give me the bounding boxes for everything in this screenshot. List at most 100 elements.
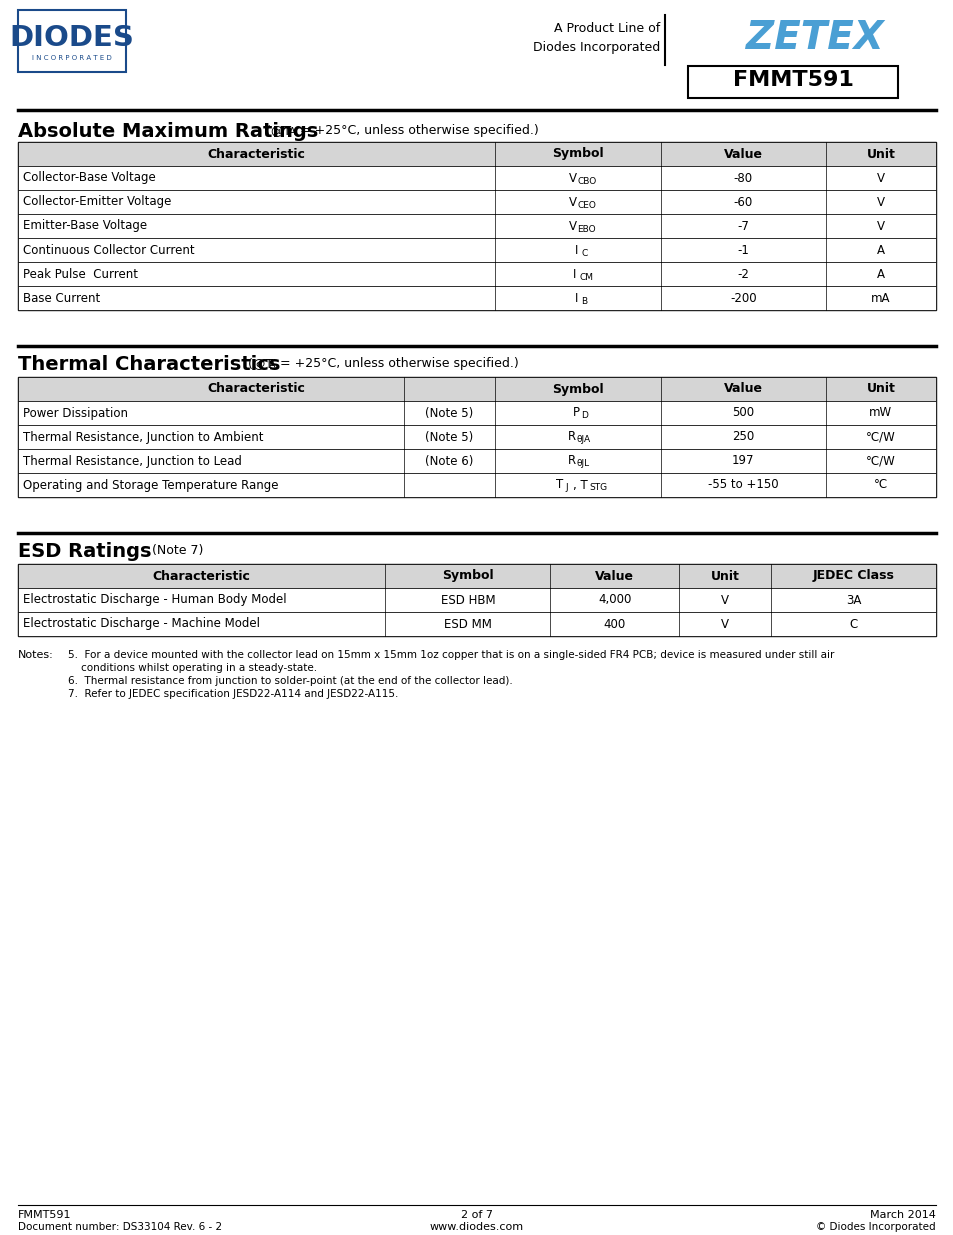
Bar [18, 564, 935, 636]
Text: = +25°C, unless otherwise specified.): = +25°C, unless otherwise specified.) [275, 357, 518, 370]
Text: Value: Value [595, 569, 634, 583]
Text: Characteristic: Characteristic [152, 569, 251, 583]
Text: 5.  For a device mounted with the collector lead on 15mm x 15mm 1oz copper that : 5. For a device mounted with the collect… [68, 650, 834, 659]
Text: Operating and Storage Temperature Range: Operating and Storage Temperature Range [23, 478, 278, 492]
Text: www.diodes.com: www.diodes.com [430, 1221, 523, 1233]
Text: V: V [568, 220, 576, 232]
Text: 250: 250 [731, 431, 754, 443]
Text: (Note 6): (Note 6) [425, 454, 473, 468]
Text: C: C [848, 618, 857, 631]
Bar [687, 65, 897, 98]
Text: (Note 7): (Note 7) [148, 543, 203, 557]
Text: Collector-Emitter Voltage: Collector-Emitter Voltage [23, 195, 172, 209]
Text: 7.  Refer to JEDEC specification JESD22-A114 and JESD22-A115.: 7. Refer to JEDEC specification JESD22-A… [68, 689, 398, 699]
Text: 2 of 7: 2 of 7 [460, 1210, 493, 1220]
Text: = +25°C, unless otherwise specified.): = +25°C, unless otherwise specified.) [295, 124, 538, 137]
Text: Value: Value [723, 147, 761, 161]
Text: conditions whilst operating in a steady-state.: conditions whilst operating in a steady-… [68, 663, 316, 673]
Text: STG: STG [588, 483, 606, 493]
Bar [18, 10, 126, 72]
Text: Thermal Resistance, Junction to Ambient: Thermal Resistance, Junction to Ambient [23, 431, 263, 443]
Text: , T: , T [573, 478, 587, 492]
Bar [18, 142, 935, 165]
Text: -2: -2 [737, 268, 748, 280]
Text: Symbol: Symbol [552, 147, 603, 161]
Text: °C/W: °C/W [865, 431, 895, 443]
Text: R: R [567, 431, 576, 443]
Text: T: T [556, 478, 563, 492]
Text: °C: °C [873, 478, 887, 492]
Text: V: V [568, 195, 576, 209]
Text: JEDEC Class: JEDEC Class [812, 569, 893, 583]
Text: CBO: CBO [577, 177, 597, 185]
Text: C: C [580, 248, 587, 258]
Text: V: V [720, 594, 728, 606]
Bar [18, 425, 935, 450]
Text: (@T: (@T [244, 357, 273, 370]
Text: Unit: Unit [865, 383, 895, 395]
Bar [18, 377, 935, 401]
Text: Notes:: Notes: [18, 650, 53, 659]
Text: ESD HBM: ESD HBM [440, 594, 495, 606]
Text: © Diodes Incorporated: © Diodes Incorporated [816, 1221, 935, 1233]
Text: V: V [876, 195, 884, 209]
Text: Electrostatic Discharge - Human Body Model: Electrostatic Discharge - Human Body Mod… [23, 594, 286, 606]
Text: I N C O R P O R A T E D: I N C O R P O R A T E D [32, 56, 112, 61]
Text: Electrostatic Discharge - Machine Model: Electrostatic Discharge - Machine Model [23, 618, 260, 631]
Text: ESD MM: ESD MM [443, 618, 491, 631]
Text: FMMT591: FMMT591 [732, 70, 853, 90]
Text: ESD Ratings: ESD Ratings [18, 542, 152, 561]
Text: mA: mA [870, 291, 890, 305]
Text: θJL: θJL [577, 459, 590, 468]
Bar [18, 450, 935, 473]
Text: CEO: CEO [577, 200, 596, 210]
Bar [18, 473, 935, 496]
Text: V: V [876, 172, 884, 184]
Text: -80: -80 [733, 172, 752, 184]
Bar [18, 564, 935, 588]
Text: EBO: EBO [577, 225, 596, 233]
Text: D: D [580, 411, 587, 420]
Text: ZETEX: ZETEX [745, 19, 882, 57]
Text: Document number: DS33104 Rev. 6 - 2: Document number: DS33104 Rev. 6 - 2 [18, 1221, 222, 1233]
Text: θJA: θJA [577, 436, 591, 445]
Bar [18, 588, 935, 613]
Text: mW: mW [868, 406, 892, 420]
Bar [18, 377, 935, 496]
Text: -60: -60 [733, 195, 752, 209]
Text: DIODES: DIODES [10, 23, 134, 52]
Text: CM: CM [578, 273, 593, 282]
Text: Thermal Characteristics: Thermal Characteristics [18, 354, 280, 374]
Text: Diodes Incorporated: Diodes Incorporated [532, 42, 659, 54]
Text: Unit: Unit [710, 569, 739, 583]
Text: V: V [876, 220, 884, 232]
Bar [18, 190, 935, 214]
Bar [18, 238, 935, 262]
Bar [18, 401, 935, 425]
Text: 500: 500 [731, 406, 754, 420]
Text: Collector-Base Voltage: Collector-Base Voltage [23, 172, 155, 184]
Text: Symbol: Symbol [552, 383, 603, 395]
Text: 400: 400 [603, 618, 625, 631]
Text: V: V [720, 618, 728, 631]
Text: A: A [289, 127, 295, 137]
Text: R: R [567, 454, 576, 468]
Text: Absolute Maximum Ratings: Absolute Maximum Ratings [18, 122, 318, 141]
Text: °C/W: °C/W [865, 454, 895, 468]
Text: Power Dissipation: Power Dissipation [23, 406, 128, 420]
Bar [18, 214, 935, 238]
Text: I: I [572, 268, 576, 280]
Text: -7: -7 [737, 220, 748, 232]
Text: J: J [564, 483, 567, 493]
Text: (@T: (@T [262, 124, 291, 137]
Bar [18, 287, 935, 310]
Text: Characteristic: Characteristic [208, 383, 305, 395]
Text: -1: -1 [737, 243, 748, 257]
Bar [18, 262, 935, 287]
Text: Peak Pulse  Current: Peak Pulse Current [23, 268, 138, 280]
Text: A: A [876, 243, 884, 257]
Text: 4,000: 4,000 [598, 594, 631, 606]
Text: A: A [269, 359, 275, 370]
Text: 6.  Thermal resistance from junction to solder-point (at the end of the collecto: 6. Thermal resistance from junction to s… [68, 676, 512, 685]
Text: Base Current: Base Current [23, 291, 100, 305]
